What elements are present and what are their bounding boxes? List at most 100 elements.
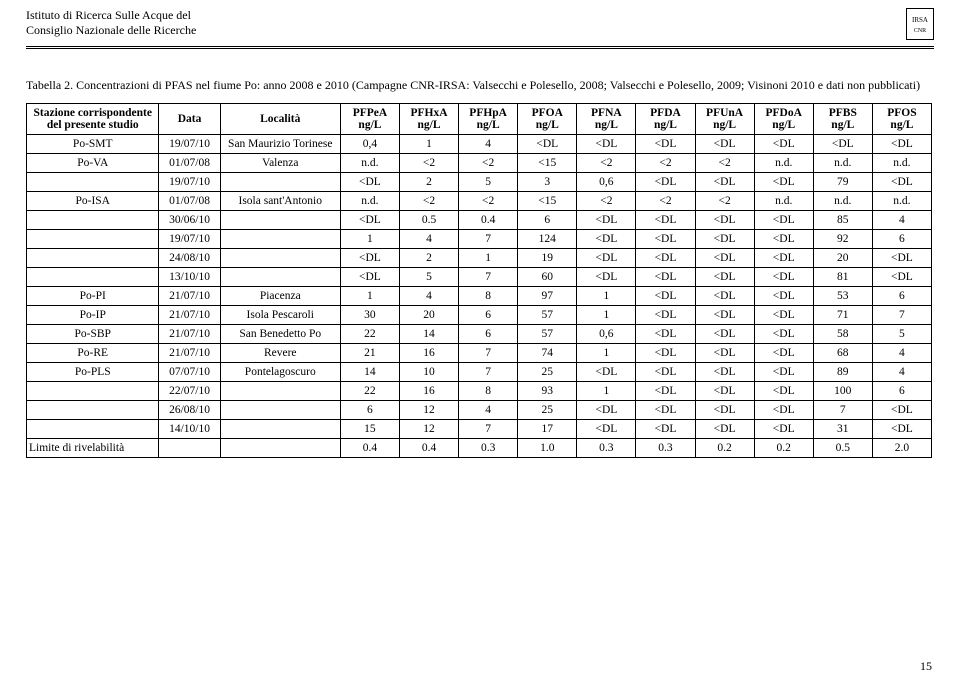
table-cell: 4	[459, 135, 518, 154]
table-row: 26/08/10612425<DL<DL<DL<DL7<DL	[27, 401, 932, 420]
col-loc: Località	[220, 104, 340, 135]
table-cell: 6	[459, 325, 518, 344]
table-cell: 21	[340, 344, 399, 363]
table-cell	[27, 230, 159, 249]
header-rule-2	[26, 48, 934, 49]
table-cell: 0,4	[340, 135, 399, 154]
table-cell: 1	[459, 249, 518, 268]
table-cell: 1	[577, 344, 636, 363]
table-cell: Po-VA	[27, 154, 159, 173]
table-cell: 8	[459, 287, 518, 306]
table-cell: 20	[813, 249, 872, 268]
table-cell: <2	[695, 192, 754, 211]
table-cell: 5	[399, 268, 458, 287]
table-cell: 25	[518, 401, 577, 420]
table-body: Po-SMT19/07/10San Maurizio Torinese0,414…	[27, 135, 932, 458]
logo-icon: IRSA CNR	[906, 8, 934, 40]
table-row: Po-PLS07/07/10Pontelagoscuro1410725<DL<D…	[27, 363, 932, 382]
table-cell	[220, 249, 340, 268]
table-cell: 30/06/10	[159, 211, 220, 230]
table-cell: 21/07/10	[159, 325, 220, 344]
table-cell	[27, 268, 159, 287]
table-cell: <DL	[754, 325, 813, 344]
table-cell: 8	[459, 382, 518, 401]
table-cell: <DL	[636, 211, 695, 230]
table-cell: San Maurizio Torinese	[220, 135, 340, 154]
table-cell: <DL	[754, 382, 813, 401]
table-cell: 14/10/10	[159, 420, 220, 439]
table-cell: Pontelagoscuro	[220, 363, 340, 382]
table-cell: 58	[813, 325, 872, 344]
table-cell	[220, 420, 340, 439]
table-cell: 20	[399, 306, 458, 325]
table-row: 22/07/1022168931<DL<DL<DL1006	[27, 382, 932, 401]
table-cell: <DL	[754, 401, 813, 420]
table-cell: <DL	[872, 135, 931, 154]
table-cell: 30	[340, 306, 399, 325]
table-cell: 6	[459, 306, 518, 325]
table-cell: <DL	[872, 420, 931, 439]
table-cell: 85	[813, 211, 872, 230]
table-cell: <15	[518, 192, 577, 211]
table-cell: <DL	[636, 420, 695, 439]
table-cell: 57	[518, 306, 577, 325]
table-cell: <DL	[636, 249, 695, 268]
table-cell: 19/07/10	[159, 135, 220, 154]
table-cell: <DL	[577, 230, 636, 249]
table-cell: <DL	[340, 173, 399, 192]
table-cell: 6	[518, 211, 577, 230]
table-cell: 2	[399, 249, 458, 268]
table-cell: 31	[813, 420, 872, 439]
table-cell	[27, 173, 159, 192]
table-row: 19/07/10147124<DL<DL<DL<DL926	[27, 230, 932, 249]
table-cell: 2.0	[872, 439, 931, 458]
table-cell: n.d.	[754, 154, 813, 173]
table-cell: 0.5	[813, 439, 872, 458]
col-pfbs: PFBSng/L	[813, 104, 872, 135]
table-cell: 6	[872, 230, 931, 249]
table-cell: <DL	[754, 306, 813, 325]
table-cell: <DL	[636, 401, 695, 420]
table-cell: <DL	[340, 211, 399, 230]
table-cell: 13/10/10	[159, 268, 220, 287]
table-cell: 19/07/10	[159, 230, 220, 249]
table-cell: 6	[872, 287, 931, 306]
table-cell: 124	[518, 230, 577, 249]
table-cell: 4	[872, 363, 931, 382]
table-cell	[220, 439, 340, 458]
table-cell: <DL	[872, 401, 931, 420]
institution-line2: Consiglio Nazionale delle Ricerche	[26, 23, 196, 38]
table-cell	[27, 401, 159, 420]
table-cell: n.d.	[813, 192, 872, 211]
table-cell: Limite di rivelabilità	[27, 439, 159, 458]
table-cell: Revere	[220, 344, 340, 363]
table-cell: 4	[399, 287, 458, 306]
table-cell: 0.4	[399, 439, 458, 458]
table-cell: Isola sant'Antonio	[220, 192, 340, 211]
col-date: Data	[159, 104, 220, 135]
table-cell: 7	[872, 306, 931, 325]
table-cell: Po-ISA	[27, 192, 159, 211]
table-cell: 97	[518, 287, 577, 306]
table-cell: <15	[518, 154, 577, 173]
table-cell: <2	[399, 192, 458, 211]
table-cell: 7	[459, 344, 518, 363]
table-cell: 15	[340, 420, 399, 439]
table-cell: <2	[636, 154, 695, 173]
table-cell: 0.4	[459, 211, 518, 230]
table-cell: <DL	[754, 135, 813, 154]
col-pfda: PFDAng/L	[636, 104, 695, 135]
table-cell: <DL	[577, 249, 636, 268]
table-cell: Po-SBP	[27, 325, 159, 344]
table-cell: 0.3	[577, 439, 636, 458]
table-cell: 12	[399, 420, 458, 439]
table-cell: 1	[399, 135, 458, 154]
table-cell: 17	[518, 420, 577, 439]
table-cell: <DL	[577, 363, 636, 382]
table-cell	[159, 439, 220, 458]
table-cell: 2	[399, 173, 458, 192]
table-cell: Po-PI	[27, 287, 159, 306]
table-cell: 24/08/10	[159, 249, 220, 268]
table-cell: Piacenza	[220, 287, 340, 306]
table-cell	[220, 173, 340, 192]
